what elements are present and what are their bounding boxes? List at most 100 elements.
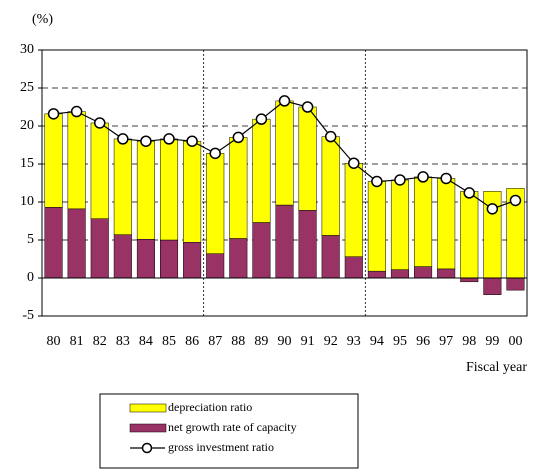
bar-segment [275,204,294,279]
y-axis-label: (%) [32,12,53,27]
line-marker [278,95,291,107]
x-tick-label: 90 [278,334,292,349]
line-marker [463,187,476,199]
bar-segment [67,208,86,279]
bar-segment [390,179,410,270]
x-tick-label: 85 [162,334,176,349]
bar-segment [321,235,340,279]
bar-segment [460,277,479,283]
bar-segment [390,269,410,279]
legend-label: gross investment ratio [168,440,274,454]
legend-label: depreciation ratio [168,400,252,414]
line-marker [371,175,383,188]
x-tick-label: 98 [462,334,476,349]
bar-segment [483,277,502,295]
line-marker [140,135,152,147]
bar-segment [252,222,271,279]
bar-segment [229,238,248,279]
legend-swatch [129,403,167,413]
legend: depreciation ratio net growth rate of cap… [129,400,297,454]
bar-segment [367,181,386,272]
x-tick-label: 86 [185,334,199,349]
plot-border [41,49,528,317]
bar-segment [414,176,433,267]
line-marker [394,174,406,186]
x-tick-label: 99 [485,334,499,349]
x-tick-label: 97 [439,334,453,349]
bar-segment [183,140,202,243]
bar-segment [183,242,202,279]
bar-segment [460,191,479,279]
line-marker [348,157,360,169]
y-tick-label: -5 [22,308,34,323]
x-tick-label: 82 [93,334,107,349]
bar-segment [206,253,225,279]
line-marker [163,133,175,145]
line-marker [232,131,245,144]
line-marker [93,117,106,129]
y-tick-label: 5 [27,232,34,247]
bar-segment [44,207,63,279]
bar-segment [344,256,363,279]
legend-swatch [129,423,167,433]
line-marker [486,203,499,215]
bar-segment [437,178,456,270]
bar-segment [367,270,386,279]
y-tick-label: 0 [27,270,34,285]
bar-segment [252,118,271,223]
line-marker [417,171,429,183]
x-tick-label: 87 [208,334,222,349]
bar-segment [437,268,456,279]
x-tick-label: 93 [347,334,361,349]
bar-segment [90,122,109,219]
x-tick-label: 83 [116,334,130,349]
x-tick-label: 96 [416,334,430,349]
x-axis-label: Fiscal year [466,360,527,375]
bar-segment [136,238,155,279]
bar-segment [298,210,317,279]
bar-segment [414,266,433,279]
y-tick-label: 15 [20,156,34,171]
x-tick-label: 80 [47,334,61,349]
bar-segment [321,136,340,236]
bar-segment [44,113,63,208]
bar-segment [113,138,132,235]
legend-label: net growth rate of capacity [168,420,297,434]
bar-segment [159,138,179,241]
x-tick-label: 81 [70,334,84,349]
bar-segment [229,137,248,239]
line-marker [209,147,221,160]
bar-segment [344,162,363,257]
line-marker [301,101,314,113]
x-tick-label: 92 [324,334,338,349]
line-marker [255,113,268,125]
line-marker [440,172,452,185]
bar-segment [136,140,155,240]
line-marker [509,194,522,207]
line-marker [47,108,60,120]
y-tick-label: 20 [20,118,34,133]
y-tick-label: 10 [20,194,34,209]
bar-segment [67,111,86,210]
line-marker [117,133,129,145]
line-marker [324,130,337,143]
y-tick-label: 30 [20,42,34,57]
bar-segment [159,239,179,279]
x-tick-label: 95 [393,334,407,349]
x-tick-label: 94 [370,334,384,349]
bar-segment [298,106,317,211]
bar-segment [90,218,109,279]
bar-segment [206,153,225,254]
x-tick-label: 91 [301,334,315,349]
x-tick-label: 84 [139,334,153,349]
x-tick-label: 88 [231,334,245,349]
x-tick-label: 89 [254,334,268,349]
line-marker [70,105,83,118]
y-tick-label: 25 [20,80,34,95]
bar-segment [275,100,294,206]
line-marker [186,135,198,147]
bar-segment [113,234,132,279]
legend-marker [141,442,153,454]
bar-segment [506,277,525,291]
